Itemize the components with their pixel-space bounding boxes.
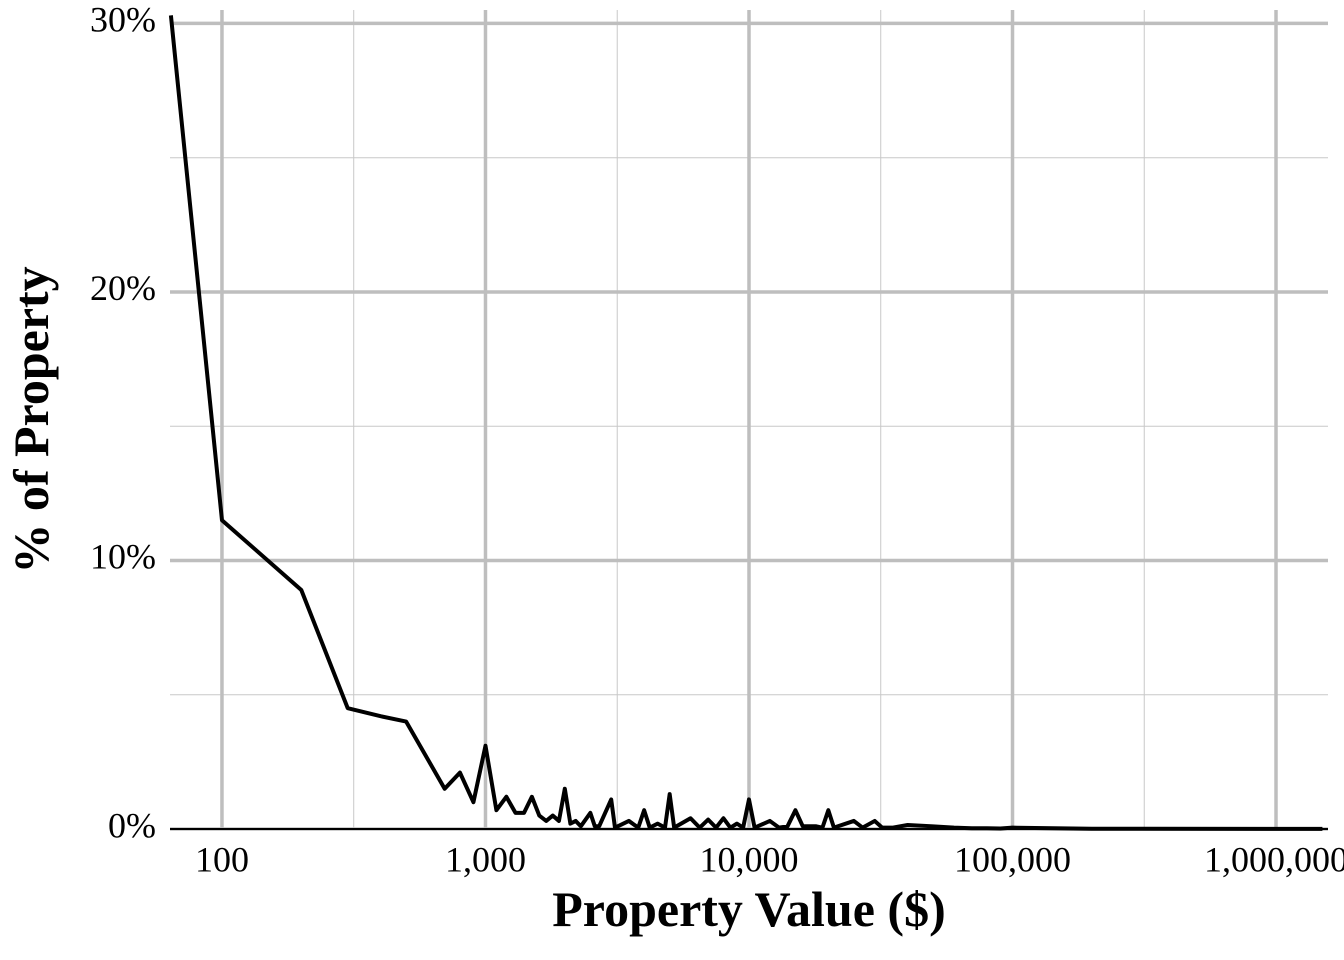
x-tick-label: 100,000 bbox=[954, 839, 1071, 879]
y-tick-label: 30% bbox=[90, 0, 156, 40]
y-tick-label: 0% bbox=[108, 805, 156, 845]
data-line bbox=[168, 15, 1323, 831]
x-tick-label: 10,000 bbox=[699, 839, 798, 879]
x-tick-label: 100 bbox=[195, 839, 249, 879]
x-tick-label: 1,000 bbox=[445, 839, 526, 879]
x-axis-title: Property Value ($) bbox=[552, 881, 945, 937]
y-tick-label: 10% bbox=[90, 537, 156, 577]
x-tick-label: 1,000,000 bbox=[1204, 839, 1344, 879]
y-tick-label: 20% bbox=[90, 268, 156, 308]
y-axis-title: % of Property bbox=[3, 266, 59, 573]
